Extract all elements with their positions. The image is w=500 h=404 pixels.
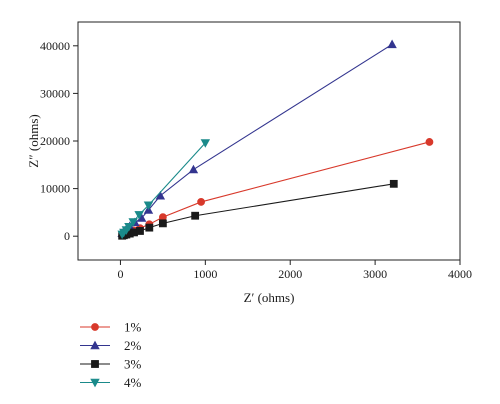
y-tick-label: 40000 bbox=[40, 39, 70, 53]
data-point bbox=[136, 227, 144, 235]
legend-marker bbox=[90, 340, 100, 350]
legend-item: 1% bbox=[80, 320, 142, 335]
data-point bbox=[188, 164, 199, 174]
series-line bbox=[121, 183, 394, 237]
data-point bbox=[425, 138, 434, 146]
data-point bbox=[145, 223, 154, 232]
data-point bbox=[197, 198, 205, 206]
data-point bbox=[387, 39, 397, 49]
data-point bbox=[134, 211, 144, 220]
legend-label: 2% bbox=[124, 338, 142, 353]
data-point bbox=[143, 201, 154, 211]
x-axis-label: Z′ (ohms) bbox=[244, 290, 295, 305]
legend-label: 4% bbox=[124, 375, 142, 390]
data-point bbox=[158, 219, 167, 228]
legend-item: 3% bbox=[80, 357, 142, 372]
data-point bbox=[389, 179, 398, 188]
x-tick-label: 4000 bbox=[448, 267, 472, 281]
y-tick-label: 20000 bbox=[40, 134, 70, 148]
y-tick-label: 10000 bbox=[40, 182, 70, 196]
x-tick-label: 2000 bbox=[278, 267, 302, 281]
data-point bbox=[124, 222, 134, 232]
legend-item: 2% bbox=[80, 338, 142, 353]
x-tick-label: 1000 bbox=[193, 267, 217, 281]
data-point bbox=[128, 218, 138, 227]
legend-marker bbox=[91, 323, 99, 331]
data-point bbox=[191, 211, 200, 220]
series-line bbox=[121, 141, 430, 236]
legend-label: 1% bbox=[124, 320, 142, 335]
series-1 bbox=[117, 39, 397, 238]
legend-marker bbox=[91, 360, 99, 368]
legend-marker bbox=[90, 378, 100, 388]
x-tick-label: 3000 bbox=[363, 267, 387, 281]
series-layer bbox=[117, 39, 434, 240]
series-3 bbox=[117, 139, 211, 240]
legend-label: 3% bbox=[124, 357, 142, 372]
legend-item: 4% bbox=[80, 375, 142, 390]
y-tick-label: 0 bbox=[64, 229, 70, 243]
legend: 1% 2% 3% 4% bbox=[80, 320, 142, 390]
x-tick-label: 0 bbox=[117, 267, 123, 281]
y-tick-label: 30000 bbox=[40, 86, 70, 100]
series-2 bbox=[118, 179, 398, 240]
y-axis-label: Z″ (ohms) bbox=[26, 114, 41, 167]
data-point bbox=[200, 139, 211, 148]
series-line bbox=[121, 43, 393, 234]
